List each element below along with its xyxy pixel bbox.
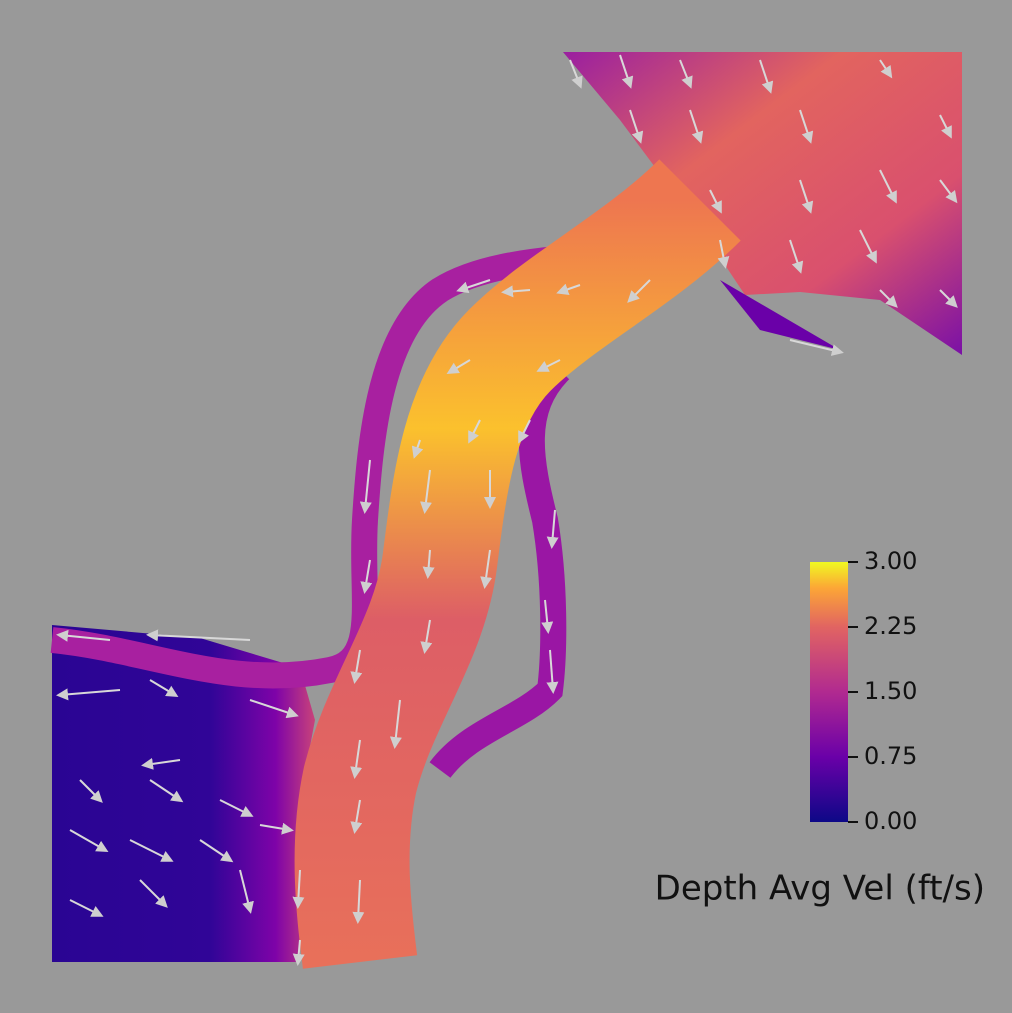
page: Depth Avg Vel (ft/s) 0.00 0.75 1.50 2.25 3.0… bbox=[0, 0, 1012, 1013]
colorbar-tick-label: 2.25 bbox=[864, 612, 917, 640]
colorbar-tick-label: 1.50 bbox=[864, 677, 917, 705]
colorbar-tick-label: 3.00 bbox=[864, 547, 917, 575]
colorbar-tick-label: 0.00 bbox=[864, 807, 917, 835]
colorbar bbox=[810, 562, 848, 822]
colorbar-tick-label: 0.75 bbox=[864, 742, 917, 770]
colorbar-title: Depth Avg Vel (ft/s) bbox=[655, 869, 985, 909]
mesh bbox=[52, 52, 962, 962]
flow-view: Depth Avg Vel (ft/s) 0.00 0.75 1.50 2.25 3.0… bbox=[0, 0, 1012, 1013]
